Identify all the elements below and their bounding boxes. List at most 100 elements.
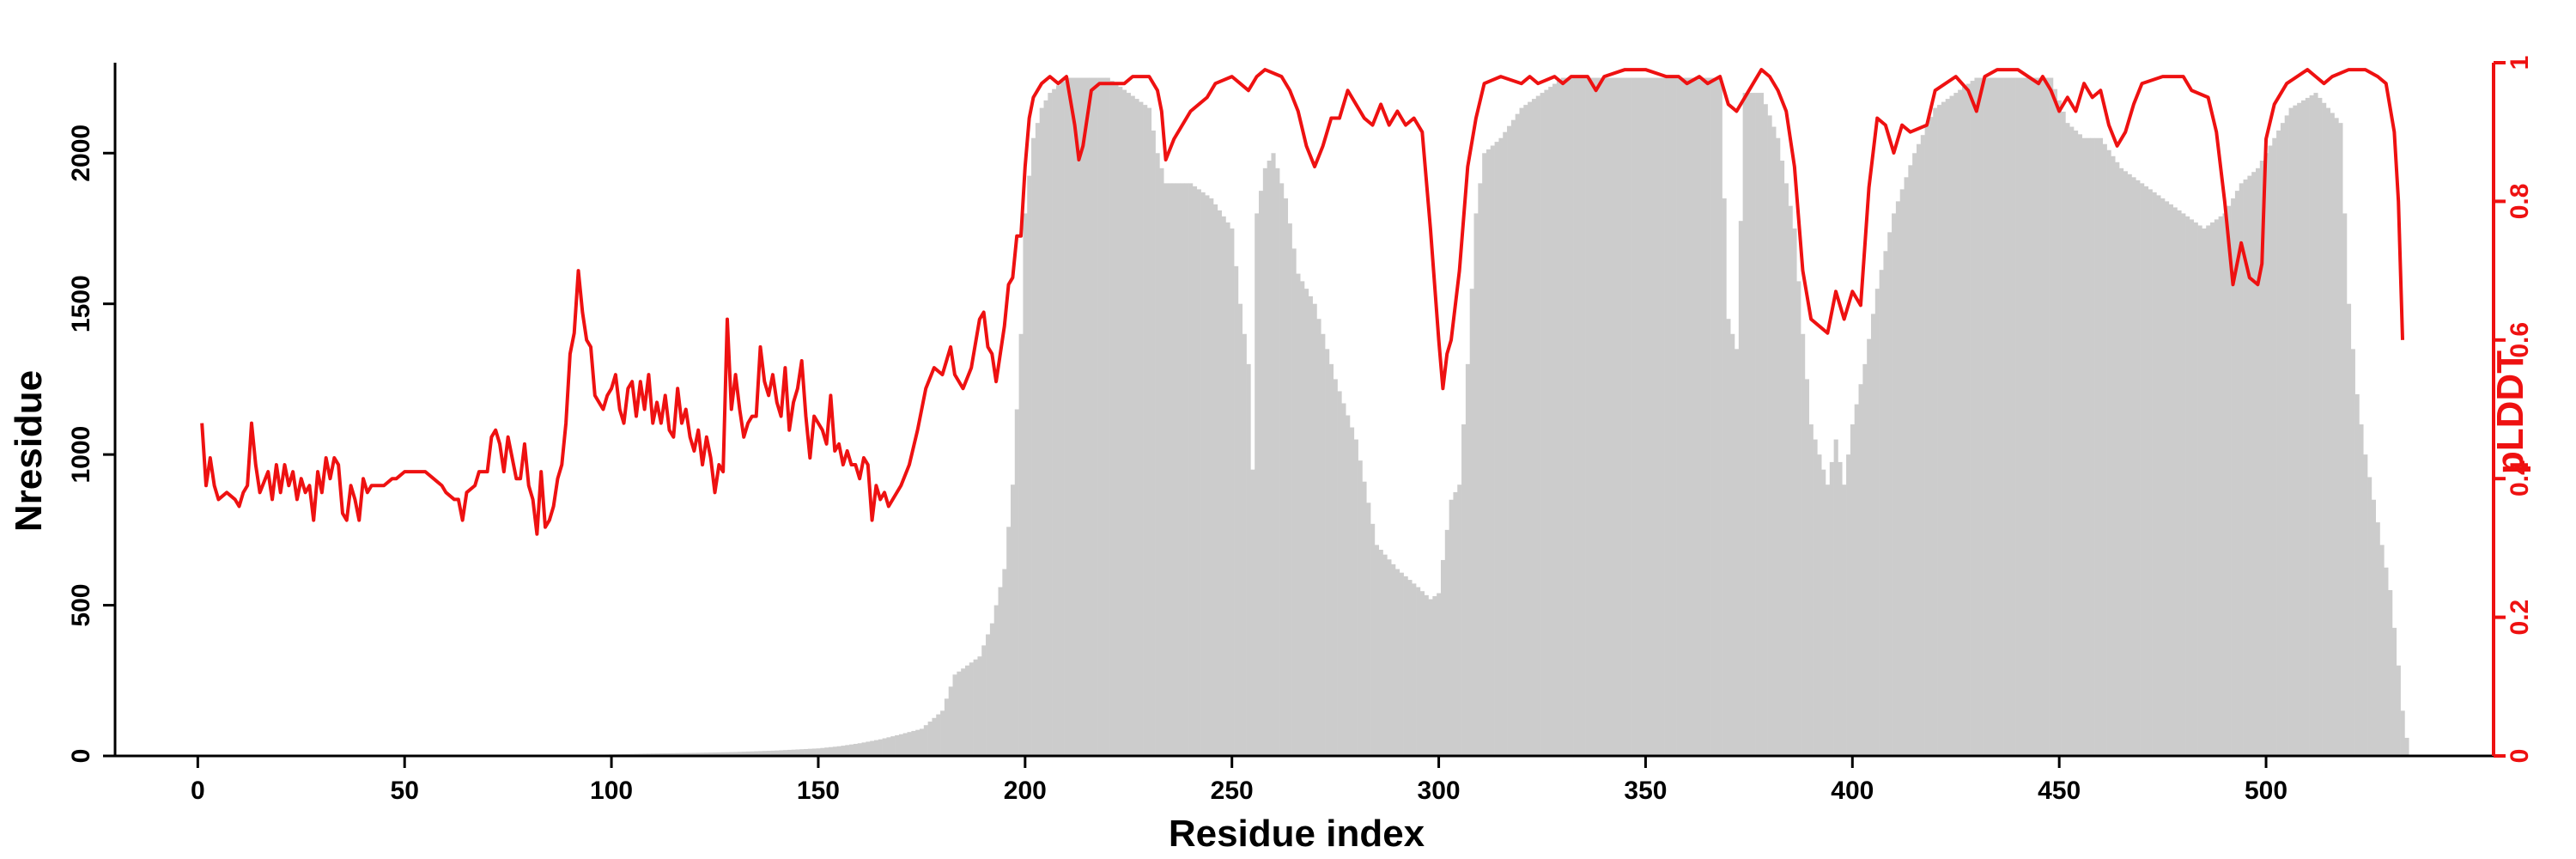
nresidue-bar (1461, 424, 1467, 756)
nresidue-bar (1014, 409, 1019, 756)
nresidue-bar (1130, 95, 1135, 757)
nresidue-bar (1353, 439, 1358, 756)
x-tick-label: 450 (2038, 777, 2081, 805)
nresidue-bar (2086, 137, 2091, 757)
nresidue-bar (2127, 174, 2132, 756)
nresidue-bar (688, 752, 693, 756)
nresidue-bar (1780, 161, 1785, 756)
nresidue-bar (1370, 523, 1376, 756)
nresidue-bar (2020, 77, 2025, 757)
nresidue-bar (2276, 130, 2281, 756)
nresidue-bar (1237, 303, 1243, 756)
nresidue-bar (1419, 591, 1425, 756)
nresidue-bar (795, 749, 800, 756)
nresidue-bar (663, 752, 668, 756)
nresidue-bar (1912, 153, 1917, 756)
nresidue-bar (898, 734, 904, 756)
nresidue-bar (1813, 439, 1818, 756)
nresidue-bar (766, 751, 771, 756)
nresidue-bar (720, 752, 726, 756)
nresidue-bar (2044, 77, 2050, 757)
nresidue-bar (1362, 481, 1367, 756)
nresidue-bar (1337, 391, 1342, 756)
x-tick-label: 250 (1211, 777, 1254, 805)
nresidue-bar (1544, 89, 1549, 756)
x-tick-label: 150 (797, 777, 840, 805)
nresidue-bar (1626, 77, 1631, 757)
nresidue-bar (998, 587, 1003, 756)
nresidue-bar (2028, 77, 2033, 757)
nresidue-bar (1134, 99, 1139, 757)
nresidue-bar (1287, 223, 1292, 756)
nresidue-bar (1564, 77, 1570, 757)
nresidue-bar (1668, 77, 1674, 757)
nresidue-bar (1184, 183, 1189, 757)
nresidue-bar (1776, 137, 1781, 757)
nresidue-bar (2069, 126, 2075, 756)
nresidue-bar (1275, 168, 1280, 757)
nresidue-bar (1168, 183, 1173, 757)
nresidue-bar (1808, 424, 1814, 756)
nresidue-bar (832, 746, 837, 756)
nresidue-bar (1697, 77, 1702, 757)
nresidue-bar (1407, 580, 1413, 756)
nresidue-bar (989, 623, 994, 756)
nresidue-bar (1018, 333, 1024, 756)
nresidue-bar (2143, 186, 2149, 757)
nresidue-bar (2189, 219, 2195, 756)
nresidue-bar (1259, 191, 1264, 756)
nresidue-bar (2140, 183, 2145, 757)
nresidue-bar (804, 748, 809, 756)
x-tick-label: 100 (590, 777, 633, 805)
nresidue-bar (1552, 83, 1558, 756)
nresidue-bar (1242, 333, 1247, 756)
nresidue-bar (2152, 192, 2157, 756)
nresidue-bar (1523, 105, 1528, 757)
nresidue-bar (2177, 210, 2182, 756)
nresidue-bar (1747, 93, 1752, 757)
nresidue-bar (1796, 281, 1801, 756)
nresidue-bar (1304, 289, 1309, 756)
nresidue-bar (704, 752, 709, 756)
nresidue-bar (1846, 454, 1851, 756)
nresidue-bar (2379, 545, 2385, 756)
nresidue-bar (2234, 191, 2240, 756)
nresidue-bar (1664, 77, 1669, 757)
nresidue-bar (1234, 265, 1239, 757)
nresidue-bar (1366, 503, 1371, 756)
nresidue-bar (2011, 77, 2016, 757)
nresidue-bar (915, 729, 920, 756)
nresidue-bar (2263, 153, 2269, 756)
x-tick-label: 300 (1418, 777, 1461, 805)
nresidue-bar (2165, 201, 2170, 756)
nresidue-bar (725, 752, 730, 756)
nresidue-bar (1482, 153, 1487, 756)
nresidue-bar (1217, 210, 1222, 756)
nresidue-bar (1933, 107, 1938, 756)
nresidue-bar (1300, 281, 1305, 756)
nresidue-bar (1978, 77, 1984, 757)
x-tick-label: 500 (2245, 777, 2287, 805)
nresidue-bar (2222, 213, 2227, 756)
nresidue-bar (1924, 125, 1929, 756)
nresidue-bar (733, 752, 738, 756)
nresidue-bar (2202, 228, 2207, 757)
nresidue-bar (886, 737, 891, 756)
nresidue-bar (1378, 550, 1383, 756)
nresidue-bar (1374, 545, 1380, 756)
nresidue-bar (1205, 195, 1210, 756)
y-right-tick-label: 0.8 (2506, 184, 2534, 220)
nresidue-bar (1192, 186, 1198, 757)
nresidue-bar (1139, 101, 1144, 757)
nresidue-bar (2325, 107, 2331, 756)
nresidue-bar (1155, 153, 1160, 756)
nresidue-bar (1089, 77, 1094, 757)
nresidue-bar (1879, 270, 1884, 757)
nresidue-bar (1171, 183, 1176, 757)
nresidue-bar (2404, 737, 2409, 756)
nresidue-bar (1548, 87, 1553, 756)
nresidue-bar (1060, 81, 1065, 757)
nresidue-bar (1453, 491, 1458, 756)
nresidue-bars (572, 77, 2409, 757)
nresidue-bar (2384, 567, 2389, 756)
